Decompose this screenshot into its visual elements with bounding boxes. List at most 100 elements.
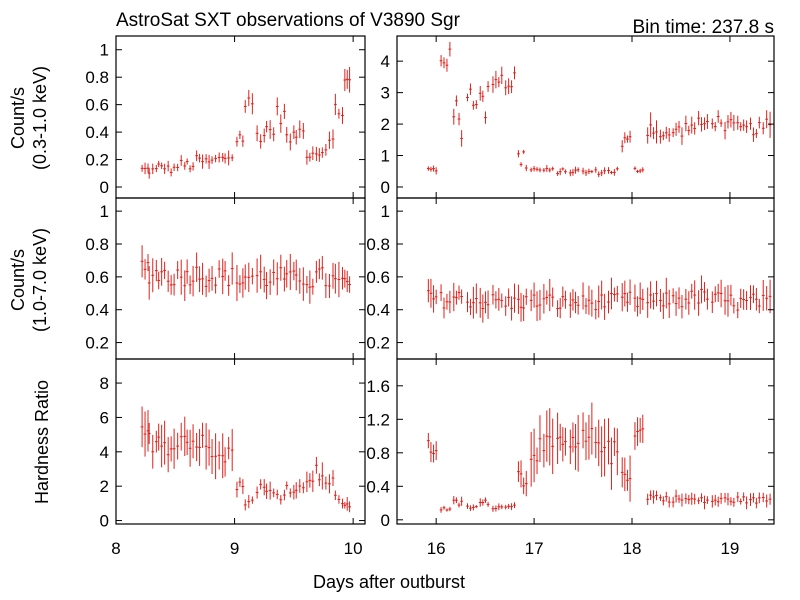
data-point	[716, 110, 720, 123]
data-point	[429, 442, 433, 463]
data-point	[726, 285, 730, 317]
data-point	[510, 296, 513, 321]
y-tick-label: 0.6	[85, 96, 109, 115]
data-point	[333, 263, 337, 294]
y-tick-label: 1	[100, 41, 109, 60]
data-point	[455, 95, 458, 107]
data-point	[752, 127, 755, 142]
x-tick-label: 8	[111, 539, 120, 558]
data-point	[469, 83, 472, 95]
data-point	[471, 504, 475, 511]
data-point	[538, 167, 542, 173]
data-point	[749, 285, 752, 310]
y-tick-label: 0	[100, 512, 109, 531]
data-point	[739, 122, 743, 132]
data-point	[348, 501, 351, 513]
data-point	[305, 471, 309, 493]
x-tick-label: 9	[230, 539, 239, 558]
data-point	[183, 162, 187, 170]
data-point	[288, 133, 292, 151]
data-point	[172, 163, 176, 171]
data-point	[474, 283, 478, 314]
y-tick-label: 1	[381, 202, 390, 221]
data-point	[259, 479, 263, 490]
data-point	[491, 76, 495, 93]
data-point	[288, 253, 292, 290]
y-tick-label: 1	[381, 147, 390, 166]
data-point	[169, 275, 173, 295]
data-point	[568, 292, 572, 318]
data-series-hr-left	[140, 406, 351, 513]
y-tick-label: 0.8	[366, 235, 390, 254]
data-point	[348, 66, 351, 93]
data-point	[768, 111, 772, 138]
data-point	[301, 267, 305, 301]
data-point	[610, 170, 613, 175]
data-point	[343, 269, 347, 288]
data-point	[486, 290, 490, 319]
data-point	[179, 259, 183, 295]
data-point	[195, 150, 199, 162]
data-point	[210, 156, 214, 164]
data-point	[481, 499, 485, 506]
data-point	[328, 474, 331, 494]
data-point	[633, 166, 637, 171]
data-point	[754, 129, 758, 139]
data-point	[243, 100, 247, 113]
data-point	[140, 406, 144, 448]
data-point	[732, 114, 736, 131]
data-point	[204, 423, 208, 470]
data-point	[556, 300, 559, 317]
data-point	[311, 470, 315, 492]
data-point	[690, 283, 694, 299]
data-point	[471, 100, 475, 110]
data-point	[757, 492, 761, 504]
data-point	[429, 166, 433, 172]
data-point	[581, 167, 585, 175]
data-point	[324, 273, 328, 299]
y-tick-label: 0	[381, 511, 390, 530]
data-point	[742, 119, 746, 131]
data-point	[620, 283, 624, 312]
data-point	[600, 426, 604, 477]
data-point	[337, 108, 341, 119]
data-point	[494, 70, 498, 89]
data-point	[207, 154, 211, 169]
data-point	[460, 496, 464, 506]
data-point	[497, 503, 501, 511]
data-point	[272, 259, 276, 286]
data-point	[652, 292, 655, 310]
data-point	[426, 432, 430, 449]
data-point	[542, 168, 546, 173]
data-point	[700, 117, 703, 132]
data-point	[265, 120, 268, 133]
data-point	[275, 97, 279, 116]
data-point	[345, 270, 349, 293]
data-point	[742, 289, 746, 310]
data-point	[275, 262, 279, 296]
data-point	[223, 447, 227, 477]
data-point	[265, 271, 268, 300]
data-point	[607, 290, 610, 314]
data-point	[664, 491, 668, 502]
data-point	[736, 491, 740, 503]
data-point	[272, 127, 276, 142]
data-point	[504, 80, 508, 96]
data-point	[285, 126, 289, 143]
data-point	[455, 497, 458, 504]
data-point	[341, 267, 344, 290]
data-point	[469, 298, 472, 316]
data-point	[311, 146, 315, 161]
data-point	[687, 494, 691, 505]
data-point	[713, 286, 717, 303]
data-point	[597, 285, 601, 318]
data-point	[626, 469, 629, 491]
y-tick-label: 4	[100, 443, 109, 462]
data-point	[227, 436, 231, 460]
data-point	[655, 490, 658, 501]
data-point	[524, 164, 528, 172]
data-point	[282, 103, 286, 119]
data-point	[301, 482, 305, 494]
data-point	[568, 429, 572, 465]
panel-frame	[115, 358, 366, 525]
